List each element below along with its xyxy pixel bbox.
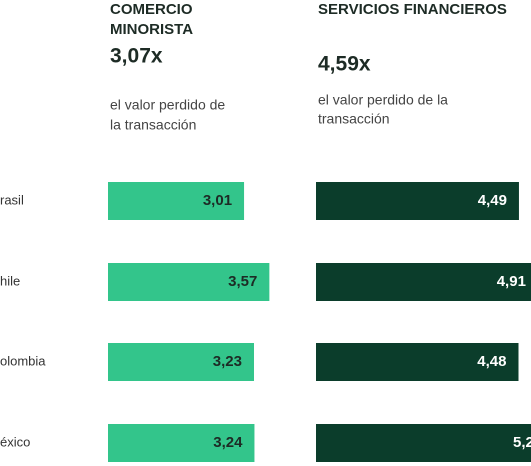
note: la transacción (110, 117, 196, 133)
note: el valor perdido de (110, 97, 225, 113)
bar (316, 182, 519, 220)
value-label: 3,01 (203, 192, 232, 209)
bar (316, 263, 531, 301)
category-label: rasil (0, 192, 24, 207)
note: transacción (318, 111, 390, 127)
note: el valor perdido de la (318, 92, 448, 108)
value-label: 4,49 (478, 192, 507, 209)
category-label: éxico (0, 434, 30, 449)
chart-title: COMERCIO (110, 1, 193, 18)
value-label: 4,91 (497, 273, 526, 290)
chart-title: SERVICIOS FINANCIEROS (318, 1, 507, 18)
bar (108, 263, 270, 301)
value-label: 3,24 (213, 434, 243, 451)
value-label: 4,48 (477, 353, 506, 370)
bar (316, 424, 531, 462)
value-label: 5,27 (513, 434, 531, 451)
category-label: olombia (0, 353, 46, 368)
bar (108, 343, 254, 381)
value-label: 3,57 (228, 273, 257, 290)
chart-title: MINORISTA (110, 21, 193, 38)
category-label: hile (0, 273, 20, 288)
headline: 4,59x (318, 53, 371, 76)
headline: 3,07x (110, 45, 163, 68)
bar (108, 424, 255, 462)
bar (316, 343, 519, 381)
bar (108, 182, 245, 220)
value-label: 3,23 (213, 353, 242, 370)
